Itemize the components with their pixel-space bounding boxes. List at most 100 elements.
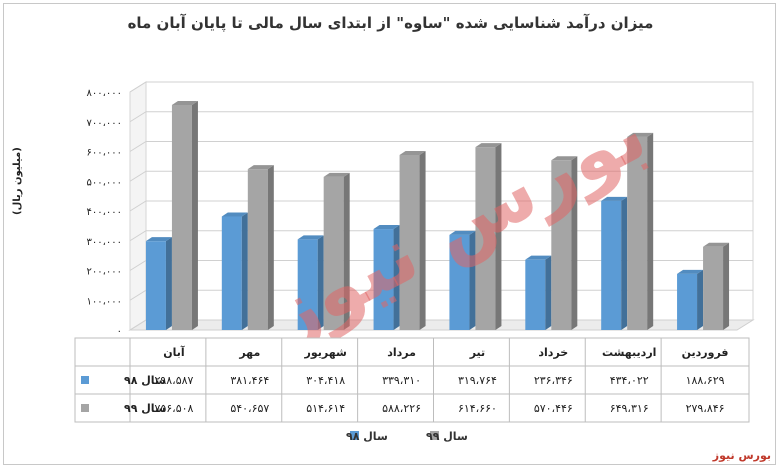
- data-label: ۵۸۸،۲۲۶: [382, 402, 421, 415]
- brand-logo: بورس نیوز: [712, 449, 771, 462]
- bar-top: [171, 100, 198, 105]
- bar-side: [393, 225, 400, 330]
- table-border: [74, 337, 750, 423]
- table-legend-swatch: [81, 404, 89, 412]
- legend-swatch: [350, 431, 359, 440]
- bar-top: [551, 156, 578, 161]
- bar-side: [469, 230, 476, 330]
- y-tick-label: ۴۰۰،۰۰۰: [87, 207, 122, 218]
- gridline: [129, 141, 753, 152]
- bar-top: [525, 255, 552, 260]
- bar-y99: [171, 104, 192, 330]
- y-tick-label: ۸۰۰،۰۰۰: [87, 88, 122, 99]
- bar-y99: [703, 246, 724, 330]
- legend-swatch: [430, 431, 439, 440]
- bar-top: [221, 212, 248, 217]
- bar-side: [267, 165, 274, 330]
- chart-legend: سال ۹۹ سال ۹۸: [346, 430, 468, 443]
- bar-y98: [449, 234, 470, 330]
- data-label: ۶۱۴،۶۶۰: [458, 402, 497, 415]
- gridline: [129, 111, 753, 123]
- data-label: ۷۵۶،۵۰۸: [154, 402, 193, 415]
- category-label: خرداد: [538, 346, 568, 359]
- data-label: ۵۴۰،۶۵۷: [230, 402, 269, 415]
- bar-side: [697, 269, 704, 330]
- data-label: ۵۱۴،۶۱۴: [306, 402, 345, 415]
- bar-y98: [677, 273, 698, 330]
- gridline: [129, 170, 753, 182]
- gridline: [129, 200, 753, 212]
- y-tick-label: ۳۰۰،۰۰۰: [87, 237, 122, 248]
- data-label: ۴۳۴،۰۲۲: [610, 374, 649, 387]
- y-tick-label: ۲۰۰،۰۰۰: [87, 267, 122, 278]
- data-table: آبان ۲۹۸،۵۸۷ ۷۵۶،۵۰۸ مهر ۳۸۱،۴۶۴ ۵۴۰،۶۵۷ شهریو…: [74, 337, 750, 423]
- table-legend-swatch: [81, 376, 89, 384]
- bar-top: [475, 143, 502, 148]
- bar-y99: [475, 147, 496, 330]
- category-label: تیر: [469, 346, 485, 359]
- gridline: [129, 81, 753, 93]
- series-label: سال ۹۸: [124, 374, 166, 387]
- bar-top: [601, 196, 628, 201]
- bar-top: [399, 151, 426, 156]
- bar-y99: [323, 176, 344, 330]
- data-label: ۲۳۶،۳۴۶: [534, 374, 573, 387]
- bar-top: [323, 172, 350, 177]
- legend-label: سال ۹۹: [426, 430, 468, 443]
- data-label: ۳۳۹،۳۱۰: [382, 374, 421, 387]
- bar-side: [317, 235, 324, 330]
- bar-top: [627, 132, 654, 137]
- bar-side: [419, 151, 426, 330]
- bar-y99: [551, 160, 572, 330]
- bar-top: [247, 165, 274, 170]
- chart-bars: [145, 100, 730, 330]
- data-label: ۳۸۱،۴۶۴: [230, 374, 269, 387]
- bar-y99: [247, 169, 268, 330]
- chart-title: میزان درآمد شناسایی شده "ساوه" از ابتدای…: [127, 14, 654, 32]
- category-label: فروردین: [682, 346, 729, 359]
- bar-y98: [145, 241, 166, 330]
- category-label: مرداد: [387, 346, 416, 359]
- bar-y98: [525, 259, 546, 330]
- category-label: مهر: [238, 346, 260, 359]
- category-label: شهریور: [304, 346, 347, 359]
- bar-side: [545, 255, 552, 330]
- gridline: [129, 230, 753, 242]
- data-label: ۶۴۹،۳۱۶: [610, 402, 649, 415]
- bar-side: [571, 156, 578, 330]
- chart-frame: [3, 3, 776, 465]
- data-label: ۱۸۸،۶۲۹: [686, 374, 725, 387]
- bar-side: [647, 132, 654, 330]
- bar-side: [191, 100, 198, 330]
- bar-top: [297, 235, 324, 240]
- bar-top: [449, 230, 476, 235]
- bar-top: [373, 225, 400, 230]
- legend-label: سال ۹۸: [346, 430, 388, 443]
- y-axis-ticks: ۰ ۱۰۰،۰۰۰ ۲۰۰،۰۰۰ ۳۰۰،۰۰۰ ۴۰۰،۰۰۰ ۵۰۰،۰۰۰ ۶۰۰،…: [87, 88, 122, 337]
- data-label: ۲۹۸،۵۸۷: [154, 374, 193, 387]
- bar-top: [703, 242, 730, 247]
- y-tick-label: ۵۰۰،۰۰۰: [87, 177, 122, 188]
- bar-y99: [627, 136, 648, 330]
- data-label: ۲۷۹،۸۴۶: [686, 402, 725, 415]
- category-label: اردیبهشت: [602, 346, 656, 359]
- bar-y98: [297, 239, 318, 330]
- bar-top: [145, 237, 172, 242]
- bar-y98: [221, 216, 242, 330]
- bar-y98: [601, 200, 622, 330]
- category-label: آبان: [163, 345, 185, 359]
- data-label: ۵۷۰،۴۴۶: [534, 402, 573, 415]
- bar-y98: [373, 229, 394, 330]
- y-tick-label: ۱۰۰،۰۰۰: [87, 296, 122, 307]
- bar-y99: [399, 155, 420, 330]
- bar-side: [241, 212, 248, 330]
- y-tick-label: ۰: [117, 326, 122, 337]
- bar-top: [677, 269, 704, 274]
- y-tick-label: ۷۰۰،۰۰۰: [87, 118, 122, 129]
- data-label: ۳۱۹،۷۶۴: [458, 374, 497, 387]
- bar-side: [723, 242, 730, 330]
- bar-side: [343, 172, 350, 330]
- y-tick-label: ۶۰۰،۰۰۰: [87, 148, 122, 159]
- data-label: ۳۰۴،۴۱۸: [306, 374, 345, 387]
